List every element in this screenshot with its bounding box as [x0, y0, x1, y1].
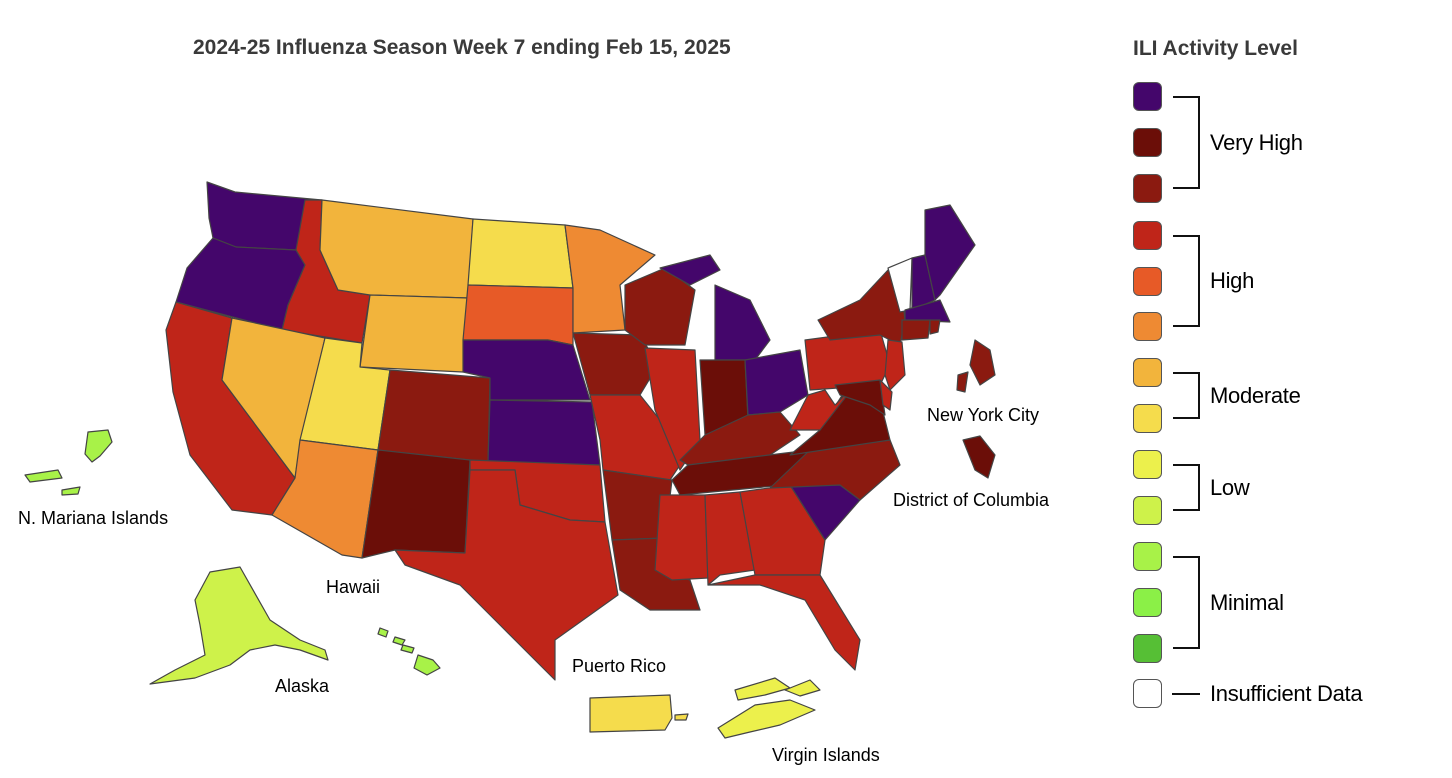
label-hawaii: Hawaii: [326, 577, 381, 597]
legend-title: ILI Activity Level: [1133, 37, 1298, 60]
state-massachusetts[interactable]: [904, 299, 951, 323]
state-nebraska[interactable]: [462, 339, 591, 401]
legend-label-high: High: [1210, 268, 1255, 293]
state-michigan-upper[interactable]: [659, 254, 721, 286]
state-ohio[interactable]: [744, 349, 809, 416]
legend-dash-insufficient-data: [1172, 693, 1200, 695]
legend-label-moderate: Moderate: [1210, 383, 1301, 408]
map-title: 2024-25 Influenza Season Week 7 ending F…: [193, 36, 731, 59]
region-hawaii[interactable]: [377, 627, 441, 676]
legend-swatch-very-high-2: [1133, 128, 1162, 157]
legend-label-minimal: Minimal: [1210, 590, 1284, 615]
state-iowa[interactable]: [572, 332, 659, 396]
label-alaska: Alaska: [275, 676, 330, 696]
state-maine[interactable]: [924, 204, 976, 301]
label-n-mariana-islands: N. Mariana Islands: [18, 508, 169, 528]
state-north-dakota[interactable]: [467, 218, 574, 289]
legend-bracket-minimal: [1173, 556, 1200, 649]
legend-swatch-low-1: [1133, 450, 1162, 479]
legend-swatch-minimal-3: [1133, 634, 1162, 663]
state-west-virginia[interactable]: [789, 384, 856, 431]
state-texas[interactable]: [394, 469, 619, 681]
label-puerto-rico: Puerto Rico: [572, 656, 667, 676]
region-virgin-islands[interactable]: [717, 677, 821, 739]
state-colorado[interactable]: [377, 369, 491, 463]
legend-swatch-very-high-1: [1133, 82, 1162, 111]
state-new-mexico[interactable]: [361, 449, 471, 559]
legend-swatch-high-1: [1133, 221, 1162, 250]
state-minnesota[interactable]: [564, 224, 656, 334]
label-district-of-columbia: District of Columbia: [893, 490, 1050, 510]
region-n-mariana-islands[interactable]: [24, 429, 113, 496]
legend-bracket-very-high: [1173, 96, 1200, 189]
state-new-jersey[interactable]: [884, 339, 906, 391]
legend-swatch-minimal-2: [1133, 588, 1162, 617]
legend-swatch-moderate-1: [1133, 358, 1162, 387]
legend-swatch-moderate-2: [1133, 404, 1162, 433]
region-district-of-columbia[interactable]: [962, 435, 996, 479]
state-missouri[interactable]: [589, 394, 681, 481]
state-florida[interactable]: [707, 574, 861, 671]
state-wyoming[interactable]: [359, 294, 469, 373]
state-kansas[interactable]: [487, 399, 601, 466]
state-alabama[interactable]: [704, 491, 756, 586]
state-delaware[interactable]: [879, 379, 893, 411]
region-new-york-city[interactable]: [956, 339, 996, 393]
legend-bracket-moderate: [1173, 372, 1200, 419]
legend-bracket-low: [1173, 464, 1200, 511]
state-south-dakota[interactable]: [462, 284, 574, 346]
state-montana[interactable]: [319, 199, 474, 299]
legend-swatch-high-2: [1133, 267, 1162, 296]
legend-swatch-very-high-3: [1133, 174, 1162, 203]
state-michigan[interactable]: [714, 284, 771, 361]
legend-swatch-minimal-1: [1133, 542, 1162, 571]
label-new-york-city: New York City: [927, 405, 1040, 425]
legend-swatch-low-2: [1133, 496, 1162, 525]
state-connecticut[interactable]: [901, 319, 931, 341]
state-maryland[interactable]: [834, 379, 886, 416]
label-virgin-islands: Virgin Islands: [772, 745, 880, 765]
state-rhode-island[interactable]: [929, 319, 941, 335]
legend-label-insufficient-data: Insufficient Data: [1210, 681, 1363, 706]
legend-label-low: Low: [1210, 475, 1250, 500]
legend-bracket-high: [1173, 235, 1200, 327]
legend-label-very-high: Very High: [1210, 130, 1303, 155]
legend-swatch-high-3: [1133, 312, 1162, 341]
region-puerto-rico[interactable]: [589, 694, 689, 733]
legend-swatch-insufficient-data: [1133, 679, 1162, 708]
state-mississippi[interactable]: [654, 494, 709, 581]
region-alaska[interactable]: [149, 566, 329, 685]
